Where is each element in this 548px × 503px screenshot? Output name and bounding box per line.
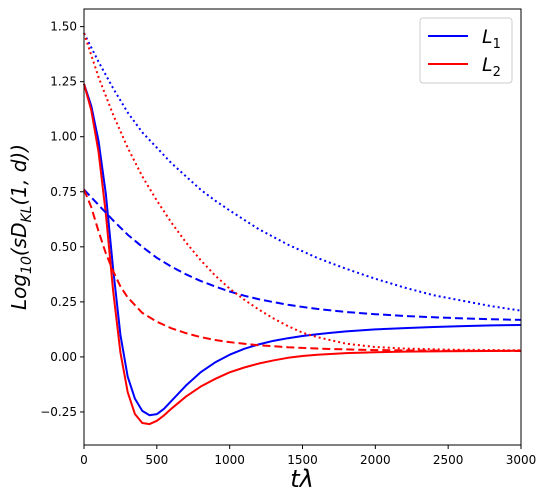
x-tick-label: 1500 xyxy=(287,453,318,467)
legend-label-l2-name: L xyxy=(482,54,493,76)
y-tick-label: 0.75 xyxy=(50,185,77,199)
legend-label-l1: L1 xyxy=(482,26,501,52)
legend-label-l1-name: L xyxy=(482,26,493,48)
y-tick-label: −0.25 xyxy=(40,405,77,419)
series-line-dashed-l2 xyxy=(83,189,522,352)
y-tick-label: 1.50 xyxy=(50,20,77,34)
legend: L1 L2 xyxy=(419,17,513,84)
y-axis-label-close: (1, d)) xyxy=(7,144,31,206)
legend-box xyxy=(419,17,513,84)
x-axis-label: tλ xyxy=(290,465,314,493)
y-axis-label-open: (sD xyxy=(7,223,31,257)
x-tick-label: 3000 xyxy=(506,453,537,467)
x-tick-label: 0 xyxy=(80,453,88,467)
y-axis-label-sub: KL xyxy=(19,206,35,223)
y-axis-label-prefix: Log xyxy=(7,274,31,310)
y-axis-label: Log10(sDKL(1, d)) xyxy=(7,144,35,310)
plot-frame xyxy=(83,8,522,446)
y-tick-label: 0.50 xyxy=(50,240,77,254)
y-tick-label: 0.00 xyxy=(50,350,77,364)
plot-area xyxy=(83,32,522,426)
series-line-dotted-l2 xyxy=(83,32,522,352)
legend-label-l2-sub: 2 xyxy=(493,65,501,80)
axis-ticks: 0 500 1000 1500 2000 2500 3000 −0.25 0.00 0.25 0.5… xyxy=(40,20,536,467)
x-tick-label: 500 xyxy=(145,453,168,467)
legend-label-l1-sub: 1 xyxy=(493,37,501,52)
y-tick-label: 1.25 xyxy=(50,75,77,89)
series-line-dashed-l1 xyxy=(83,188,522,321)
series-line-solid-l1 xyxy=(83,83,522,417)
series-line-solid-l2 xyxy=(83,83,522,426)
x-tick-label: 2500 xyxy=(433,453,464,467)
y-axis-label-base: 10 xyxy=(19,256,35,274)
y-tick-label: 1.00 xyxy=(50,130,77,144)
x-tick-label: 1000 xyxy=(214,453,245,467)
x-tick-label: 2000 xyxy=(360,453,391,467)
legend-label-l2: L2 xyxy=(482,54,501,80)
y-tick-label: 0.25 xyxy=(50,295,77,309)
